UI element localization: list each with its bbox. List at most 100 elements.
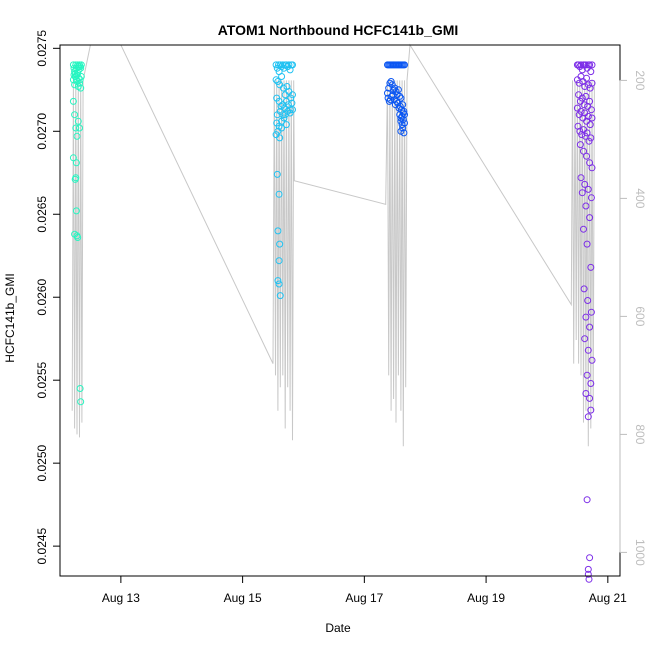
data-point: [576, 141, 584, 149]
data-point: [288, 99, 296, 107]
data-point: [583, 371, 591, 379]
data-point: [580, 147, 587, 155]
data-point: [76, 385, 84, 392]
data-point: [274, 277, 282, 285]
y-tick-label: 0.0245: [35, 527, 49, 564]
data-point: [584, 112, 592, 120]
data-point: [586, 214, 594, 222]
y-tick-label: 0.0255: [35, 362, 49, 399]
data-point: [77, 64, 85, 72]
scatter-points-layer: [69, 61, 596, 583]
data-point: [582, 313, 590, 321]
data-point: [584, 185, 592, 193]
data-point: [394, 86, 402, 94]
axes-layer: Aug 13 Aug 15 Aug 17 Aug 19 Aug 21 0.0245 0.02…: [35, 30, 647, 605]
data-point: [400, 129, 408, 137]
secondary-tick-label: 1000: [633, 539, 647, 566]
data-point: [584, 346, 592, 354]
data-point: [588, 114, 596, 122]
data-point: [73, 232, 81, 240]
data-point: [391, 84, 399, 92]
data-point: [77, 398, 85, 406]
data-point: [76, 76, 84, 84]
secondary-tick-label: 800: [633, 424, 647, 444]
x-tick-label: Aug 17: [345, 591, 383, 605]
data-point: [278, 73, 286, 80]
data-point: [401, 111, 408, 119]
x-tick-label: Aug 15: [224, 591, 262, 605]
data-point: [73, 132, 81, 140]
data-point: [588, 356, 596, 364]
data-point: [77, 73, 85, 80]
data-point: [397, 94, 405, 102]
data-point: [289, 61, 296, 69]
data-point: [587, 308, 595, 316]
data-point: [276, 240, 284, 248]
data-point: [587, 406, 595, 414]
data-point: [275, 280, 283, 288]
data-point: [584, 297, 592, 304]
data-point: [287, 94, 295, 102]
data-point: [289, 106, 296, 114]
data-point: [583, 240, 591, 248]
data-point: [69, 97, 77, 105]
data-point: [587, 106, 595, 114]
data-point: [272, 76, 280, 84]
data-point: [389, 91, 397, 99]
data-point: [401, 61, 408, 69]
data-point: [588, 61, 596, 69]
x-tick-label: Aug 21: [589, 591, 627, 605]
data-point: [273, 170, 281, 178]
data-point: [586, 97, 594, 105]
data-point: [289, 91, 296, 99]
data-point: [278, 124, 286, 132]
data-point: [586, 554, 594, 562]
data-point: [282, 121, 290, 129]
data-point: [580, 225, 587, 233]
data-point: [578, 189, 586, 197]
data-point: [577, 174, 585, 182]
y-tick-label: 0.0275: [35, 30, 49, 67]
x-tick-label: Aug 19: [467, 591, 505, 605]
data-point: [586, 394, 594, 402]
x-axis-label: Date: [325, 621, 351, 635]
data-point: [76, 124, 83, 132]
data-point: [580, 101, 588, 109]
data-point: [582, 202, 590, 210]
data-point: [77, 84, 85, 92]
data-point: [583, 152, 590, 160]
data-point: [588, 164, 596, 172]
secondary-tick-label: 200: [633, 70, 647, 90]
data-point: [586, 84, 594, 92]
data-point: [285, 61, 293, 69]
data-point: [274, 78, 282, 85]
data-point: [399, 109, 407, 117]
data-point: [583, 496, 591, 504]
data-point: [72, 207, 80, 215]
y-tick-label: 0.0250: [35, 444, 49, 481]
data-point: [577, 61, 585, 69]
chart-title: ATOM1 Northbound HCFC141b_GMI: [218, 22, 459, 38]
secondary-tick-label: 400: [633, 188, 647, 208]
y-tick-label: 0.0265: [35, 196, 49, 233]
data-point: [72, 159, 80, 167]
data-point: [588, 79, 596, 87]
data-point: [587, 194, 595, 202]
data-point: [575, 79, 583, 87]
data-point: [586, 323, 594, 331]
data-point: [71, 175, 79, 183]
data-point: [279, 84, 287, 92]
data-point: [585, 137, 593, 145]
data-point: [279, 111, 287, 119]
data-point: [387, 78, 395, 85]
y-tick-label: 0.0270: [35, 113, 49, 150]
data-point: [582, 92, 590, 100]
x-tick-label: Aug 13: [102, 591, 140, 605]
data-point: [587, 263, 595, 271]
data-point: [399, 116, 407, 124]
data-point: [578, 94, 586, 102]
y-axis-label: HCFC141b_GMI: [3, 273, 17, 362]
data-point: [581, 335, 589, 343]
data-point: [396, 92, 404, 100]
